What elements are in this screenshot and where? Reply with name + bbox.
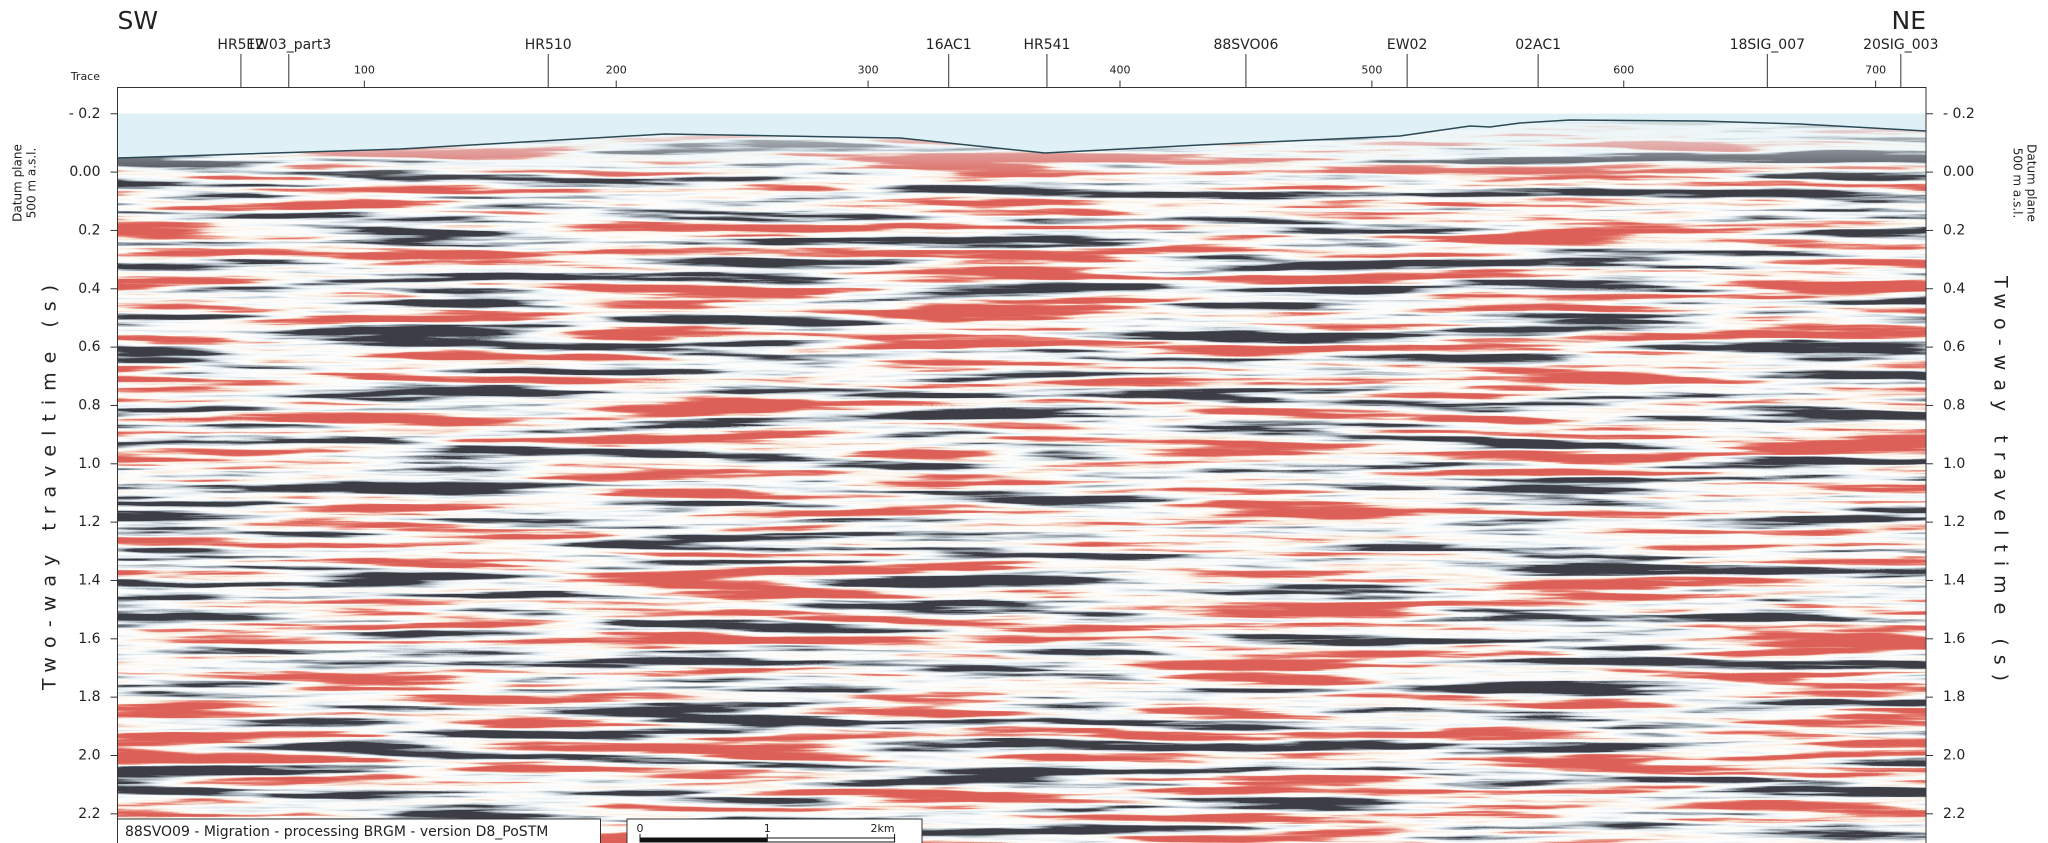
y-tick-label: 0.6 [1943,339,1965,355]
well-label: HR541 [1023,37,1070,53]
x-tick-label: 300 [858,64,879,77]
scale-label: 0 [637,822,644,835]
well-label: 02AC1 [1515,37,1561,53]
y-tick-label: 0.2 [78,222,100,238]
y-tick-label: 1.4 [1943,572,1965,588]
datum-label-left: 500 m a.s.l. [25,148,39,219]
y-tick-label: 2.0 [78,747,100,763]
x-tick-label: 600 [1613,64,1634,77]
y-tick-label: 0.00 [69,164,100,180]
well-label: 88SVO06 [1213,37,1278,53]
y-tick-label: 1.8 [1943,689,1965,705]
x-tick-label: 400 [1109,64,1130,77]
y-tick-label: 0.2 [1943,222,1965,238]
datum-label-right: 500 m a.s.l. [2011,148,2025,219]
y-tick-label: 1.0 [1943,456,1965,472]
y-tick-label: - 0.2 [69,106,101,122]
topography-line [117,119,1927,159]
scale-label: 2km [871,822,895,835]
trace-label: Trace [70,70,100,83]
x-tick-label: 100 [354,64,375,77]
ne-label: NE [1892,6,1927,35]
y-tick-label: 0.4 [78,281,100,297]
y-tick-label: 2.2 [78,806,100,822]
y-tick-label: 0.8 [78,397,100,413]
seismic-image [117,120,1926,843]
x-tick-label: 700 [1865,64,1886,77]
scale-segment [766,837,896,843]
well-label: EW03_part3 [246,37,331,53]
y-tick-label: 2.0 [1943,747,1965,763]
well-label: 20SIG_003 [1863,37,1938,53]
scale-segment [639,837,768,843]
y-axis-title-left: Two-way traveltime (s) [39,276,61,691]
datum-label-right: Datum plane [2025,144,2039,222]
y-axis-title-right: Two-way traveltime (s) [1990,275,2012,690]
seismic-texture [117,120,1926,843]
well-label: HR512 [217,37,264,53]
well-label: 18SIG_007 [1730,37,1805,53]
y-tick-label: 1.4 [78,572,100,588]
datum-label-left: Datum plane [11,144,25,222]
y-tick-label: 0.4 [1943,281,1965,297]
scale-label: 1 [764,822,771,835]
y-tick-label: 0.6 [78,339,100,355]
y-tick-label: 2.2 [1943,806,1965,822]
y-tick-label: 0.00 [1943,164,1974,180]
plot-frame [117,87,1927,843]
y-tick-label: 1.6 [78,631,100,647]
y-tick-label: - 0.2 [1943,106,1975,122]
caption: 88SVO09 - Migration - processing BRGM - … [125,824,548,840]
x-tick-label: 200 [606,64,627,77]
well-label: EW02 [1387,37,1428,53]
well-label: HR510 [525,37,572,53]
sw-label: SW [118,6,159,35]
y-tick-label: 1.6 [1943,631,1965,647]
y-tick-label: 0.8 [1943,397,1965,413]
caption-box [117,818,601,843]
y-tick-label: 1.2 [1943,514,1965,530]
y-tick-label: 1.0 [78,456,100,472]
y-tick-label: 1.8 [78,689,100,705]
y-tick-label: 1.2 [78,514,100,530]
x-tick-label: 500 [1361,64,1382,77]
well-label: 16AC1 [926,37,972,53]
